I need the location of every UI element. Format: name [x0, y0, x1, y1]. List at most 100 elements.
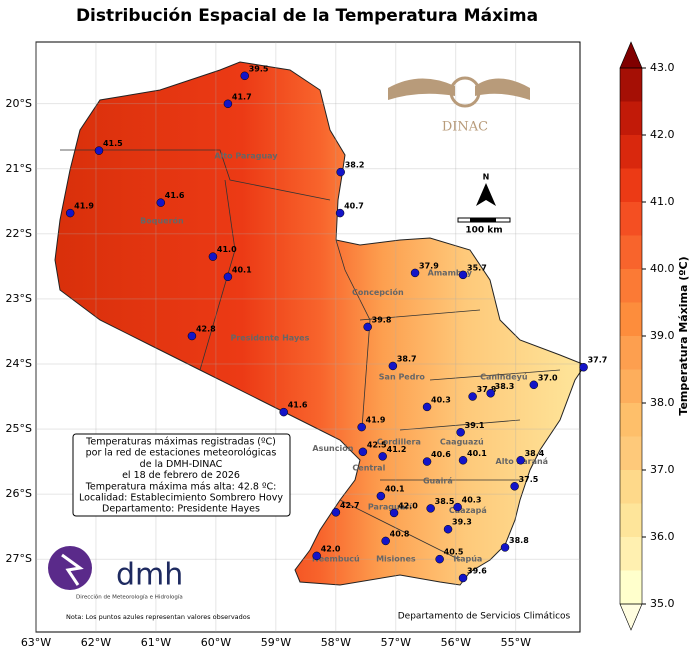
info-line: el 18 de febrero de 2026 [122, 470, 240, 481]
x-tick-label: 62°W [81, 636, 111, 649]
station [331, 508, 341, 517]
region-label: Presidente Hayes [230, 333, 309, 342]
station [458, 573, 468, 583]
station [422, 457, 432, 466]
colorbar-tick-label: 43.0 [650, 61, 675, 74]
station [468, 392, 477, 401]
colorbar-band [620, 68, 642, 102]
region-label: Guairá [423, 477, 453, 486]
station [156, 198, 166, 207]
station [363, 322, 372, 332]
x-tick-label: 63°W [21, 636, 51, 649]
station-label: 38.4 [525, 449, 545, 458]
station-label: 39.6 [467, 567, 487, 576]
station [529, 380, 539, 390]
region-label: Boquerón [140, 215, 184, 225]
dmh-text: dmh [116, 558, 183, 593]
region-label: Misiones [376, 555, 416, 564]
x-tick-label: 57°W [381, 636, 411, 649]
colorbar-band [620, 101, 642, 135]
footer: Departamento de Servicios Climáticos [398, 612, 571, 622]
station-label: 40.1 [385, 485, 405, 494]
colorbar-band [620, 269, 642, 303]
station-label: 40.3 [431, 395, 451, 404]
station-label: 39.5 [249, 64, 269, 73]
x-tick-label: 61°W [141, 636, 171, 649]
station [279, 407, 288, 417]
station-label: 39.3 [452, 518, 472, 527]
station-label: 41.0 [217, 245, 237, 254]
station-label: 40.6 [431, 450, 451, 459]
station-label: 37.8 [477, 385, 497, 394]
station-label: 40.8 [390, 529, 410, 538]
station [486, 389, 495, 398]
colorbar-band [620, 168, 642, 202]
station-label: 41.9 [366, 416, 386, 425]
station-label: 41.6 [288, 401, 308, 410]
y-tick-label: 26°S [6, 487, 32, 500]
colorbar-tick-label: 36.0 [650, 530, 675, 543]
colorbar-band [620, 537, 642, 571]
station [358, 447, 368, 457]
region-label: Amambay [428, 268, 473, 277]
info-line: Temperatura máxima más alta: 42.8 ºC: [85, 481, 277, 492]
dinac-logo: DINAC [388, 76, 530, 135]
station [381, 536, 390, 546]
colorbar-under [619, 603, 643, 631]
info-line: de la DMH-DINAC [140, 459, 223, 470]
station [500, 543, 510, 552]
colorbar-band [620, 302, 642, 336]
x-tick-label: 55°W [501, 636, 531, 649]
colorbar-band [620, 470, 642, 504]
station [453, 502, 462, 512]
colorbar-over [619, 41, 643, 69]
station [410, 268, 420, 278]
info-line: Localidad: Establecimiento Sombrero Hovy [79, 493, 283, 504]
colorbar-band [620, 570, 642, 604]
region-label: Ñeembucú [312, 554, 360, 564]
north-arrow: N 100 km [457, 173, 511, 236]
colorbar-band [620, 436, 642, 470]
info-line: Departamento: Presidente Hayes [102, 504, 260, 515]
station-label: 41.9 [74, 202, 94, 211]
station [458, 456, 468, 465]
station [378, 452, 387, 461]
colorbar-band [620, 336, 642, 370]
station-label: 41.5 [103, 139, 123, 148]
station [357, 422, 366, 432]
colorbar-tick-label: 39.0 [650, 329, 675, 342]
x-tick-label: 60°W [201, 636, 231, 649]
station-label: 37.0 [538, 373, 558, 382]
region-label: Central [352, 464, 385, 473]
station [208, 252, 218, 261]
station [240, 71, 249, 81]
x-tick-label: 56°W [441, 636, 471, 649]
colorbar-tick-label: 42.0 [650, 128, 675, 141]
north-label: N [483, 173, 490, 182]
colorbar-band [620, 135, 642, 169]
station [435, 554, 444, 564]
colorbar-label: Temperatura Máxima (ºC) [677, 256, 690, 415]
station-label: 42.0 [321, 544, 341, 553]
region-label: Alto Paraguay [214, 151, 278, 160]
station [516, 456, 525, 465]
station [335, 208, 345, 218]
region-label: Concepción [352, 287, 404, 297]
y-tick-label: 27°S [6, 552, 32, 565]
region-label: Asunción [312, 443, 353, 453]
station-label: 37.5 [519, 475, 539, 484]
y-tick-label: 21°S [6, 162, 32, 175]
info-box [72, 433, 291, 517]
station [388, 361, 398, 371]
scale-label: 100 km [465, 226, 502, 236]
colorbar-tick-label: 38.0 [650, 396, 675, 409]
station-label: 37.9 [419, 261, 439, 270]
station [376, 491, 386, 501]
station-label: 39.1 [465, 421, 485, 430]
region-label: Canindeyú [480, 373, 528, 382]
station [389, 508, 399, 518]
dmh-subtitle: Dirección de Meteorología e Hidrología [76, 594, 183, 601]
department-borders [60, 149, 561, 561]
station-label: 40.1 [232, 265, 252, 274]
x-tick-label: 59°W [261, 636, 291, 649]
